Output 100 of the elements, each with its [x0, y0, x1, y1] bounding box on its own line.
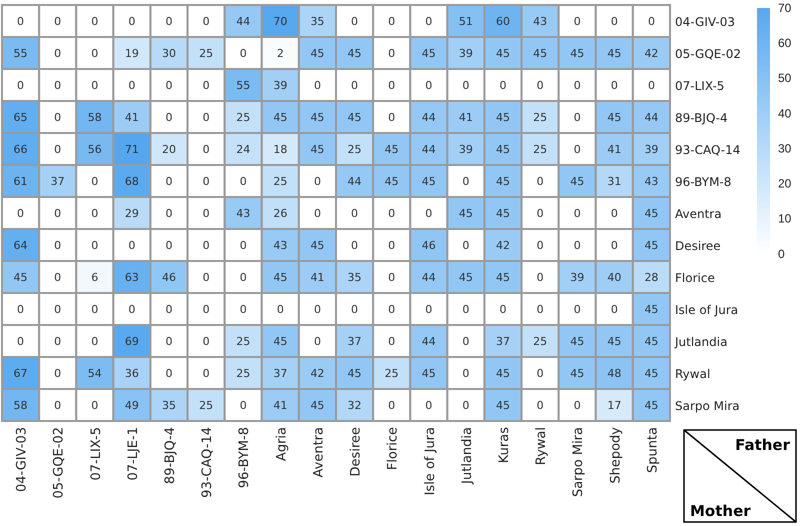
data-label: 0: [462, 399, 470, 412]
data-label: 45: [422, 367, 436, 380]
data-label: 0: [388, 207, 396, 220]
data-label: 0: [128, 239, 136, 252]
data-label: 0: [425, 207, 432, 220]
data-label: 45: [570, 47, 584, 60]
data-label: 41: [607, 143, 622, 156]
data-label: 20: [162, 143, 176, 156]
data-label: 0: [536, 175, 544, 188]
data-label: 25: [533, 111, 548, 124]
data-label: 41: [124, 111, 139, 124]
data-label: 45: [644, 303, 658, 316]
data-label: 45: [348, 47, 362, 60]
data-label: 0: [91, 239, 98, 252]
data-label: 39: [644, 143, 658, 156]
data-label: 25: [199, 47, 214, 60]
data-label: 48: [607, 367, 622, 380]
data-label: 0: [574, 79, 581, 92]
data-label: 0: [54, 207, 62, 220]
data-label: 45: [310, 399, 324, 412]
data-label: 45: [310, 143, 324, 156]
x-tick-label: 96-BYM-8: [237, 427, 252, 488]
data-label: 40: [607, 271, 622, 284]
data-label: 19: [124, 47, 139, 60]
y-tick-label: Isle of Jura: [675, 303, 738, 317]
data-label: 51: [458, 15, 473, 28]
data-label: 45: [533, 47, 548, 60]
data-label: 25: [236, 335, 250, 348]
y-tick-label: Sarpo Mira: [675, 399, 740, 413]
color-bar-label: 60: [778, 36, 792, 50]
data-label: 0: [166, 111, 172, 124]
data-label: 28: [644, 271, 658, 284]
data-label: 0: [202, 111, 210, 124]
data-label: 0: [574, 207, 581, 220]
data-label: 0: [648, 79, 655, 92]
data-label: 0: [314, 335, 321, 348]
data-label: 35: [348, 271, 362, 284]
data-label: 2: [276, 47, 284, 60]
x-tick-label: Desiree: [348, 427, 364, 476]
data-label: 45: [422, 47, 436, 60]
data-label: 45: [458, 271, 473, 284]
data-label: 0: [91, 79, 98, 92]
data-label: 0: [17, 15, 24, 28]
data-label: 61: [14, 175, 28, 188]
data-label: 0: [574, 239, 581, 252]
data-label: 45: [14, 271, 28, 284]
x-tick-label: 07-LJE-1: [126, 427, 141, 480]
data-label: 24: [236, 143, 250, 156]
data-label: 0: [240, 303, 247, 316]
data-label: 68: [124, 175, 139, 188]
data-label: 36: [124, 367, 139, 380]
data-label: 45: [644, 367, 658, 380]
data-label: 0: [536, 207, 544, 220]
data-label: 31: [607, 175, 622, 188]
data-label: 45: [348, 111, 362, 124]
data-label: 0: [54, 303, 62, 316]
data-label: 45: [458, 207, 473, 220]
x-tick-label: Aventra: [311, 427, 326, 478]
data-label: 0: [128, 303, 136, 316]
data-label: 25: [533, 143, 548, 156]
data-label: 0: [351, 239, 358, 252]
data-label: 0: [462, 79, 470, 92]
y-tick-label: 93-CAQ-14: [675, 143, 740, 157]
data-label: 45: [644, 239, 658, 252]
data-label: 0: [166, 239, 172, 252]
data-label: 0: [202, 335, 210, 348]
data-label: 0: [240, 175, 247, 188]
data-label: 35: [162, 399, 176, 412]
data-label: 0: [500, 303, 506, 316]
data-label: 0: [54, 239, 62, 252]
data-label: 63: [124, 271, 139, 284]
data-label: 43: [273, 239, 288, 252]
data-label: 0: [54, 367, 62, 380]
data-label: 0: [166, 175, 172, 188]
data-label: 0: [314, 175, 321, 188]
data-label: 0: [610, 15, 618, 28]
data-label: 0: [425, 79, 432, 92]
y-tick-label: 96-BYM-8: [675, 175, 732, 189]
data-label: 0: [388, 303, 396, 316]
data-label: 0: [574, 399, 581, 412]
data-label: 0: [574, 303, 581, 316]
x-axis-title: Mother: [690, 502, 752, 520]
data-label: 0: [54, 111, 62, 124]
color-bar-label: 10: [778, 212, 792, 226]
data-label: 45: [384, 143, 399, 156]
data-label: 32: [348, 399, 362, 412]
data-label: 0: [202, 15, 210, 28]
data-label: 45: [644, 335, 658, 348]
data-label: 45: [644, 399, 658, 412]
data-label: 45: [384, 175, 399, 188]
data-label: 46: [422, 239, 436, 252]
data-label: 45: [570, 175, 584, 188]
data-label: 44: [422, 335, 436, 348]
data-label: 0: [536, 399, 544, 412]
data-label: 45: [607, 47, 622, 60]
color-bar-label: 30: [778, 141, 792, 156]
data-label: 0: [388, 47, 396, 60]
data-label: 39: [570, 271, 584, 284]
data-label: 0: [610, 79, 618, 92]
data-label: 0: [240, 47, 247, 60]
